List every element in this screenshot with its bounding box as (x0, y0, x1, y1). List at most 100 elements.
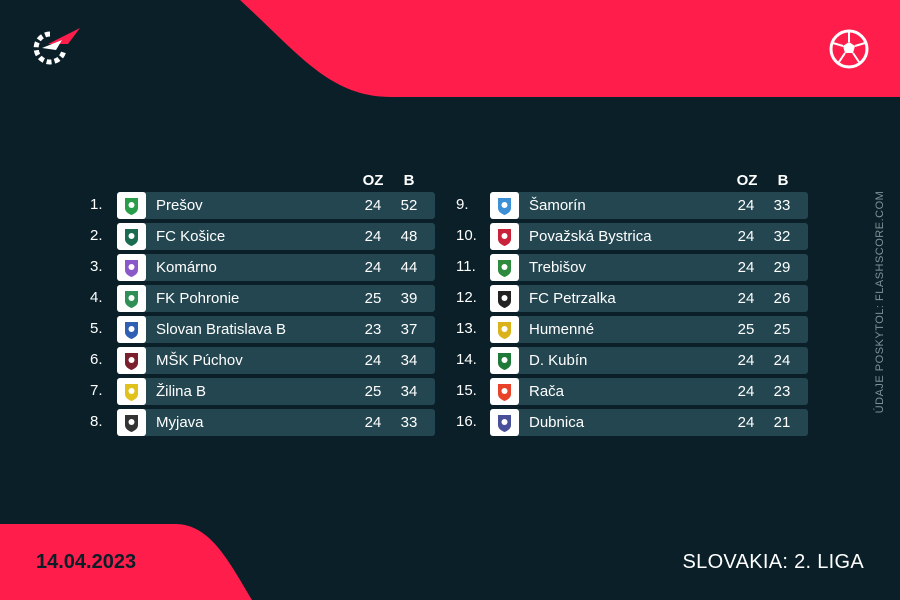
rank: 12. (456, 289, 477, 306)
points: 34 (400, 352, 418, 369)
rank: 13. (456, 320, 477, 337)
team-name: D. Kubín (529, 352, 588, 369)
matches-played: 25 (364, 290, 382, 307)
matches-played: 25 (364, 383, 382, 400)
rank: 16. (456, 413, 477, 430)
rank: 2. (90, 227, 103, 244)
team-name: Prešov (156, 197, 203, 214)
row-background (490, 254, 808, 281)
standings-row[interactable]: 5. Slovan Bratislava B 23 37 (90, 316, 435, 343)
team-name: FC Košice (156, 228, 226, 245)
team-crest-icon (117, 192, 146, 219)
matches-played: 24 (364, 228, 382, 245)
team-name: FC Petrzalka (529, 290, 616, 307)
played-header: OZ (362, 172, 384, 189)
team-name: Humenné (529, 321, 595, 338)
points: 33 (773, 197, 791, 214)
rank: 14. (456, 351, 477, 368)
matches-played: 24 (737, 414, 755, 431)
team-name: Trebišov (529, 259, 586, 276)
team-name: Žilina B (156, 383, 207, 400)
standings-row[interactable]: 2. FC Košice 24 48 (90, 223, 435, 250)
standings-rows-left: 1. Prešov 24 52 2. FC Košice 24 48 3. Komárno 24 44… (90, 192, 435, 436)
team-crest-icon (490, 285, 519, 312)
standings-row[interactable]: 9. Šamorín 24 33 (456, 192, 808, 219)
points: 37 (400, 321, 418, 338)
points: 34 (400, 383, 418, 400)
team-crest-icon (490, 347, 519, 374)
points-header: B (777, 172, 789, 189)
points: 44 (400, 259, 418, 276)
matches-played: 24 (737, 259, 755, 276)
standings-row[interactable]: 15. Rača 24 23 (456, 378, 808, 405)
data-source-note: ÚDAJE POSKYTOL: FLASHSCORE.COM (874, 190, 886, 414)
points: 32 (773, 228, 791, 245)
points: 26 (773, 290, 791, 307)
rank: 5. (90, 320, 103, 337)
rank: 4. (90, 289, 103, 306)
standings-row[interactable]: 12. FC Petrzalka 24 26 (456, 285, 808, 312)
column-header: OZ B (463, 168, 808, 192)
row-background (490, 347, 808, 374)
soccer-ball-icon (828, 28, 870, 70)
column-header: OZ B (90, 168, 435, 192)
team-name: Považská Bystrica (529, 228, 652, 245)
points: 23 (773, 383, 791, 400)
standings-row[interactable]: 14. D. Kubín 24 24 (456, 347, 808, 374)
team-crest-icon (117, 285, 146, 312)
team-crest-icon (490, 223, 519, 250)
standings-row[interactable]: 1. Prešov 24 52 (90, 192, 435, 219)
points: 39 (400, 290, 418, 307)
points: 48 (400, 228, 418, 245)
matches-played: 24 (737, 352, 755, 369)
team-crest-icon (490, 192, 519, 219)
standings-row[interactable]: 4. FK Pohronie 25 39 (90, 285, 435, 312)
matches-played: 24 (737, 383, 755, 400)
team-crest-icon (490, 254, 519, 281)
standings-row[interactable]: 13. Humenné 25 25 (456, 316, 808, 343)
points: 21 (773, 414, 791, 431)
standings-row[interactable]: 3. Komárno 24 44 (90, 254, 435, 281)
rank: 8. (90, 413, 103, 430)
standings-row[interactable]: 7. Žilina B 25 34 (90, 378, 435, 405)
standings-row[interactable]: 6. MŠK Púchov 24 34 (90, 347, 435, 374)
standings-row[interactable]: 8. Myjava 24 33 (90, 409, 435, 436)
matches-played: 24 (737, 290, 755, 307)
rank: 15. (456, 382, 477, 399)
bottom-accent-shape (0, 524, 252, 600)
standings-row[interactable]: 10. Považská Bystrica 24 32 (456, 223, 808, 250)
team-name: FK Pohronie (156, 290, 240, 307)
rank: 9. (456, 196, 469, 213)
row-background (490, 285, 808, 312)
row-background (490, 223, 808, 250)
row-background (117, 409, 435, 436)
rank: 3. (90, 258, 103, 275)
team-crest-icon (117, 254, 146, 281)
team-crest-icon (117, 409, 146, 436)
team-crest-icon (490, 378, 519, 405)
rank: 7. (90, 382, 103, 399)
points: 52 (400, 197, 418, 214)
matches-played: 24 (364, 352, 382, 369)
standings-rows-right: 9. Šamorín 24 33 10. Považská Bystrica 24 32 11.… (456, 192, 808, 436)
team-crest-icon (117, 223, 146, 250)
matches-played: 23 (364, 321, 382, 338)
matches-played: 24 (364, 259, 382, 276)
standings-row[interactable]: 16. Dubnica 24 21 (456, 409, 808, 436)
team-name: Dubnica (529, 414, 585, 431)
team-name: Myjava (156, 414, 204, 431)
team-name: Rača (529, 383, 565, 400)
team-name: Slovan Bratislava B (156, 321, 287, 338)
flashscore-logo-icon (28, 24, 82, 70)
points: 25 (773, 321, 791, 338)
rank: 11. (456, 258, 476, 275)
row-background (490, 378, 808, 405)
league-name: SLOVAKIA: 2. LIGA (682, 551, 864, 573)
row-background (117, 316, 435, 343)
row-background (117, 254, 435, 281)
standings-row[interactable]: 11. Trebišov 24 29 (456, 254, 808, 281)
team-crest-icon (490, 409, 519, 436)
matches-played: 24 (737, 228, 755, 245)
rank: 6. (90, 351, 103, 368)
team-name: Šamorín (529, 197, 586, 214)
